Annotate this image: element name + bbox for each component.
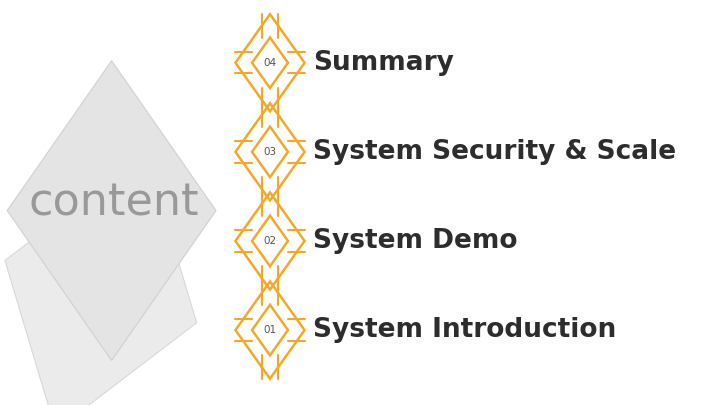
Text: System Introduction: System Introduction <box>313 317 616 343</box>
Polygon shape <box>5 153 197 405</box>
Polygon shape <box>7 61 216 360</box>
Text: 03: 03 <box>264 147 276 157</box>
Text: content: content <box>29 181 199 224</box>
Text: 02: 02 <box>264 236 276 246</box>
Text: Summary: Summary <box>313 50 454 76</box>
Text: 04: 04 <box>264 58 276 68</box>
Text: System Security & Scale: System Security & Scale <box>313 139 676 165</box>
Text: 01: 01 <box>264 325 276 335</box>
Text: System Demo: System Demo <box>313 228 518 254</box>
